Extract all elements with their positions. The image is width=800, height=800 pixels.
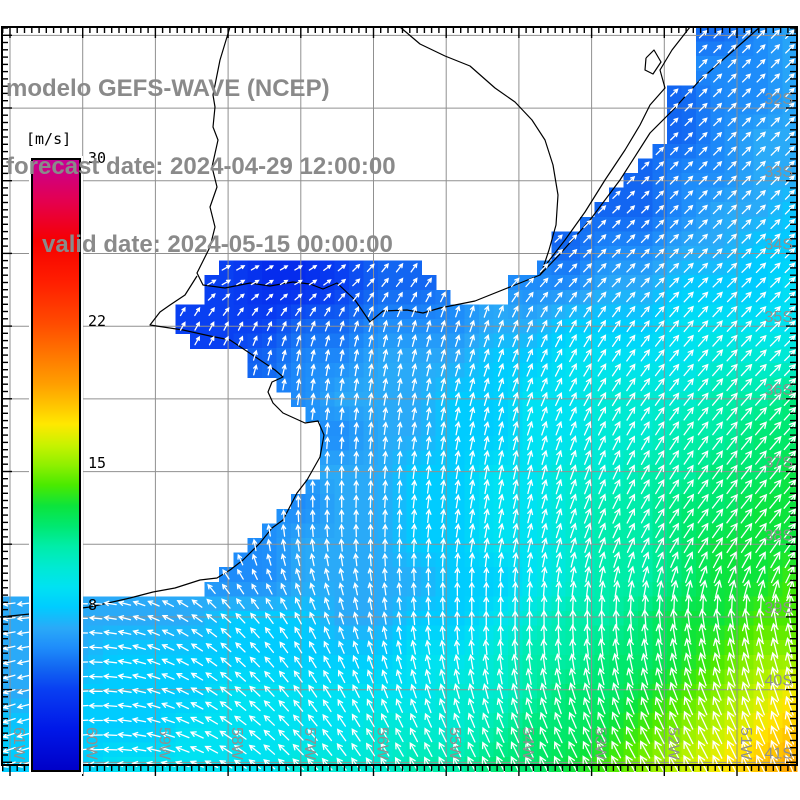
lon-label: 51W [737, 727, 754, 761]
lon-label: 60W [83, 727, 100, 761]
lat-label: 38S [765, 527, 793, 544]
lat-label: 41S [765, 745, 793, 762]
wind-direction-arrows [1, 29, 797, 774]
lon-label: 52W [664, 727, 681, 761]
lat-label: 32S [765, 91, 793, 108]
axis-ticks [2, 27, 797, 776]
lon-label: 55W [446, 727, 463, 761]
colorbar-tick-label: 15 [88, 454, 107, 472]
colorbar [31, 158, 81, 772]
lat-label: 34S [765, 237, 793, 254]
lon-label: 54W [519, 727, 536, 761]
lon-label: 53W [592, 727, 609, 761]
lon-label: 61W [10, 727, 27, 761]
colorbar-tick-label: 8 [88, 596, 98, 615]
lon-label: 58W [228, 727, 245, 761]
lat-label: 35S [765, 309, 793, 326]
colorbar-tick-label: 30 [88, 149, 107, 167]
colorbar-tick-label: 22 [88, 311, 107, 330]
lon-label: 59W [155, 727, 172, 761]
coastline [0, 26, 761, 618]
colorbar-unit-label: [m/s] [26, 130, 72, 148]
lat-label: 33S [765, 164, 793, 181]
lat-label: 39S [765, 600, 793, 617]
lat-label: 40S [765, 673, 793, 690]
lon-label: 56W [374, 727, 391, 761]
lat-label: 36S [765, 382, 793, 399]
lon-label: 57W [301, 727, 318, 761]
axis-labels: 32S 33S 34S 35S 36S 37S 38S 39S 40S 41S 61W 60W 59W 5… [10, 91, 793, 762]
map-frame [1, 26, 798, 766]
lat-label: 37S [765, 455, 793, 472]
